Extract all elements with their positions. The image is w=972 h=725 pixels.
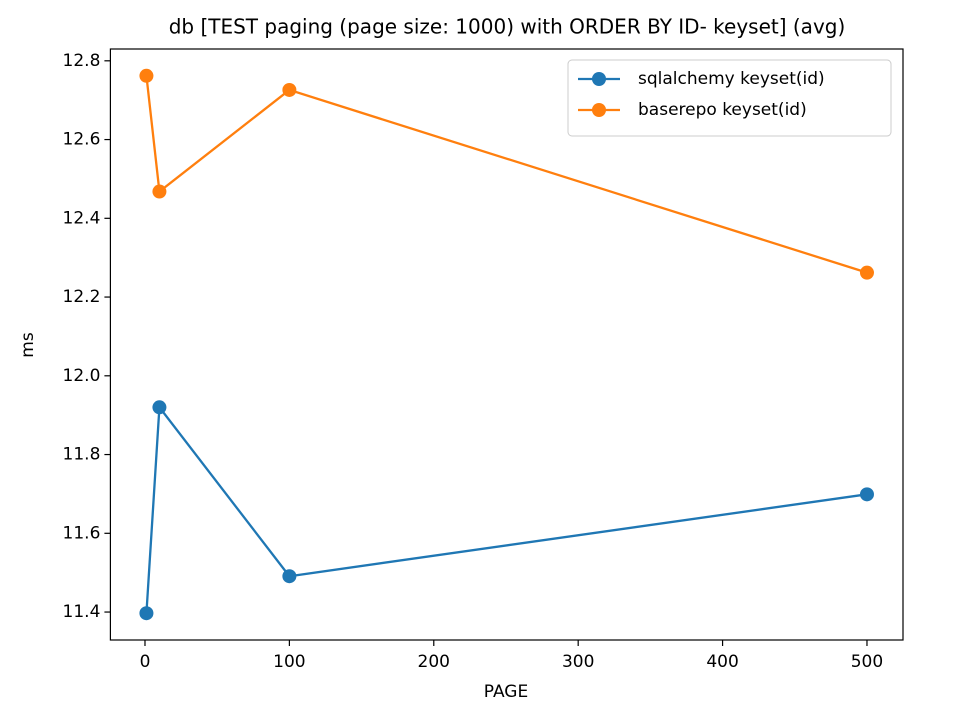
y-axis-label: ms — [18, 332, 38, 358]
series-line — [145, 75, 868, 274]
legend-label: baserepo keyset(id) — [638, 100, 807, 120]
data-point — [139, 606, 154, 621]
y-tick-label: 12.2 — [63, 287, 101, 307]
data-point — [859, 487, 874, 502]
legend-box — [567, 59, 892, 137]
x-tick-label: 100 — [273, 652, 305, 672]
legend: sqlalchemy keyset(id) baserepo keyset(id) — [567, 59, 892, 137]
x-tick-label: 200 — [418, 652, 450, 672]
data-point — [152, 400, 167, 415]
y-tick-label: 12.8 — [63, 51, 101, 71]
y-tick-label: 11.8 — [63, 445, 101, 465]
data-point — [282, 82, 297, 97]
y-tick-label: 11.6 — [63, 523, 101, 543]
y-tick-label: 12.6 — [63, 130, 101, 150]
legend-marker — [592, 103, 606, 117]
y-tick-label: 12.0 — [63, 366, 101, 386]
x-tick-label: 400 — [706, 652, 738, 672]
legend-marker — [592, 72, 606, 86]
data-point — [152, 184, 167, 199]
y-tick-label: 12.4 — [63, 208, 101, 228]
plot-frame — [109, 48, 904, 641]
data-point — [139, 68, 154, 83]
chart-title: db [TEST paging (page size: 1000) with O… — [169, 15, 846, 39]
legend-label: sqlalchemy keyset(id) — [638, 69, 825, 89]
data-point — [859, 265, 874, 280]
series-line — [145, 404, 868, 614]
x-tick-label: 300 — [562, 652, 594, 672]
data-point — [282, 569, 297, 584]
x-axis-label: PAGE — [484, 682, 528, 702]
x-tick-label: 0 — [140, 652, 151, 672]
y-tick-label: 11.4 — [63, 602, 101, 622]
x-tick-label: 500 — [851, 652, 883, 672]
